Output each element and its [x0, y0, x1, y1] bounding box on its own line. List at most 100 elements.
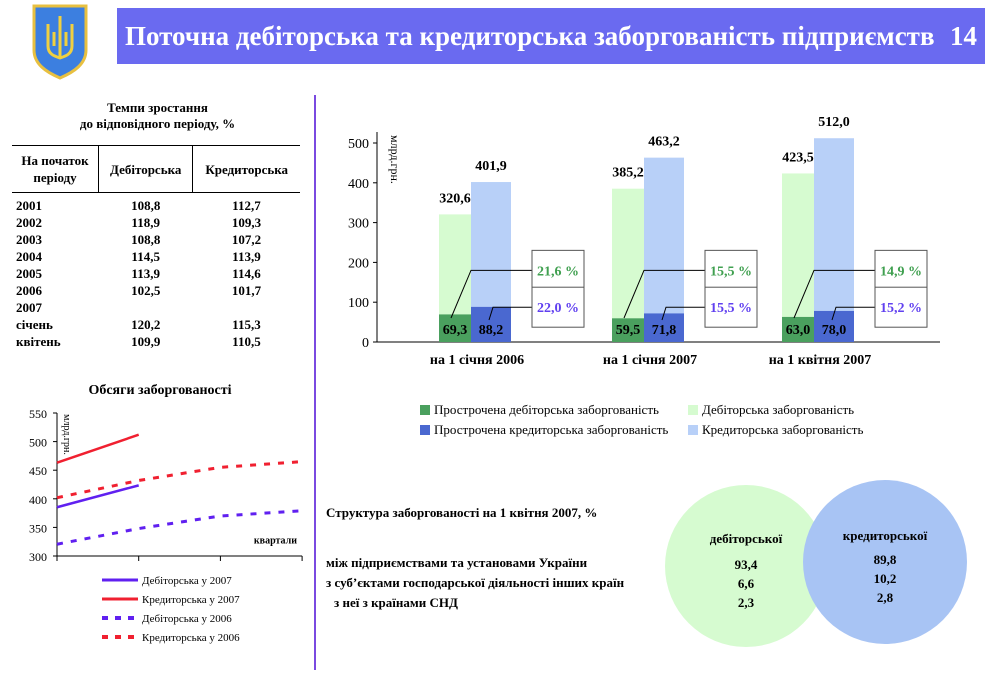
ukraine-emblem — [30, 2, 90, 80]
table-row: 2004 114,5 113,9 — [12, 248, 300, 265]
table-cell: 107,2 — [231, 232, 262, 247]
growth-table: На початок періоду Дебіторська Кредиторс… — [12, 145, 300, 350]
line-chart: Обсяги заборгованості 300 350 400 450 500 550 м… — [29, 383, 303, 644]
y-tick-label: 550 — [29, 407, 47, 421]
callout-box — [704, 249, 758, 291]
table-cell: 109,3 — [231, 215, 262, 230]
bar-overdue — [644, 313, 684, 342]
table-cell: 101,7 — [231, 283, 262, 298]
category-label: на 1 січня 2006 — [430, 353, 524, 368]
y-tick-label: 500 — [29, 436, 47, 450]
legend-label: Дебіторська у 2006 — [142, 613, 232, 625]
legend-label: Прострочена кредиторська заборгованість — [434, 422, 669, 437]
y-tick-label: 500 — [348, 137, 369, 152]
col-header: Кредиторська — [192, 145, 300, 193]
callout-line — [793, 269, 875, 319]
table-row: 2001 108,8 112,7 — [12, 193, 300, 215]
callout-box — [704, 286, 758, 328]
creditor-label: кредиторської — [842, 528, 928, 543]
structure-row: з суб’єктами господарської діяльності ін… — [326, 575, 625, 590]
table-cell: 108,8 — [131, 198, 161, 213]
table-cell: 115,3 — [232, 317, 261, 332]
bar-value-label: 385,2 — [612, 166, 644, 181]
structure-row: з неї з країнами СНД — [334, 595, 458, 610]
series-line — [56, 484, 140, 509]
debtor-circle: дебіторської 93,4 6,6 2,3 — [665, 485, 827, 647]
bar-overdue — [439, 314, 471, 342]
bar-value-label: 78,0 — [822, 323, 847, 338]
table-cell — [193, 299, 300, 316]
legend-label: Кредиторська у 2007 — [142, 594, 240, 606]
debtor-value: 6,6 — [737, 576, 755, 591]
structure-title: Структура заборгованості на 1 квітня 200… — [326, 505, 598, 520]
share-label: 22,0 % — [537, 301, 579, 316]
bar-value-label: 71,8 — [652, 323, 677, 338]
table-cell: 113,9 — [232, 249, 261, 264]
bar-total — [814, 138, 854, 342]
table-cell: 2003 — [16, 232, 42, 247]
legend-label: Кредиторська заборгованість — [702, 422, 864, 437]
callout-box — [531, 286, 585, 328]
col-header: На початок періоду — [12, 145, 99, 193]
table-cell: 113,9 — [131, 266, 160, 281]
table-cell: 114,5 — [131, 249, 160, 264]
bar-overdue — [782, 316, 814, 342]
y-tick-label: 400 — [29, 493, 47, 507]
bar-total — [782, 173, 814, 342]
creditor-value: 2,8 — [876, 590, 894, 605]
bar-value-label: 401,9 — [475, 159, 507, 174]
bar-value-label: 59,5 — [616, 323, 641, 338]
callout-line — [450, 269, 532, 319]
callout-line — [661, 306, 705, 321]
creditor-value: 89,8 — [873, 552, 897, 567]
legend-label: Дебіторська у 2007 — [142, 575, 232, 587]
legend-swatch — [688, 405, 698, 415]
table-row: 2005 113,9 114,6 — [12, 265, 300, 282]
callout-line — [623, 269, 705, 319]
y-tick-label: 0 — [362, 336, 369, 351]
page-title: Поточна дебіторська та кредиторська забо… — [125, 21, 935, 51]
share-label: 15,2 % — [880, 301, 922, 316]
table-cell: 2002 — [16, 215, 42, 230]
table-cell: 110,5 — [232, 334, 261, 349]
category-label: на 1 квітня 2007 — [769, 353, 872, 368]
page-number: 14 — [950, 21, 977, 51]
table-cell: 2007 — [16, 300, 42, 315]
table-cell: квітень — [16, 334, 61, 349]
col-header: Дебіторська — [98, 145, 194, 193]
y-tick-label: 450 — [29, 464, 47, 478]
y-tick-label: 100 — [348, 296, 369, 311]
growth-subtitle: до відповідного періоду, % — [79, 116, 236, 131]
structure-row: між підприємствами та установами України — [326, 555, 588, 570]
table-cell: 2004 — [16, 249, 42, 264]
legend-swatch — [688, 425, 698, 435]
y-tick-label: 400 — [348, 177, 369, 192]
callout-box — [874, 249, 928, 291]
creditor-value: 10,2 — [873, 571, 897, 586]
legend-item: Прострочена кредиторська заборгованість — [420, 422, 668, 438]
table-cell — [99, 299, 193, 316]
bar-value-label: 88,2 — [479, 323, 504, 338]
y-axis-label: млрд.грн. — [388, 135, 402, 184]
table-cell: 2005 — [16, 266, 42, 281]
divider — [314, 95, 316, 670]
legend-item: Прострочена дебіторська заборгованість — [420, 402, 659, 418]
callout-line — [488, 306, 532, 321]
line-chart-title: Обсяги заборгованості — [88, 383, 231, 398]
legend-label: Прострочена дебіторська заборгованість — [434, 402, 659, 417]
table-cell: 2006 — [16, 283, 42, 298]
series-line — [56, 433, 140, 464]
legend-swatch — [420, 425, 430, 435]
y-tick-label: 300 — [348, 217, 369, 232]
table-cell: 108,8 — [131, 232, 161, 247]
growth-title: Темпи зростання — [107, 100, 208, 115]
bar-overdue — [814, 310, 854, 342]
y-tick-label: 350 — [29, 521, 47, 535]
table-row: квітень 109,9 110,5 — [12, 333, 300, 350]
category-label: на 1 січня 2007 — [603, 353, 697, 368]
table-row: січень 120,2 115,3 — [12, 316, 300, 333]
share-label: 21,6 % — [537, 264, 579, 279]
debtor-value: 2,3 — [737, 595, 755, 610]
y-tick-label: 300 — [29, 550, 47, 564]
x-axis-label: квартали — [254, 535, 297, 546]
